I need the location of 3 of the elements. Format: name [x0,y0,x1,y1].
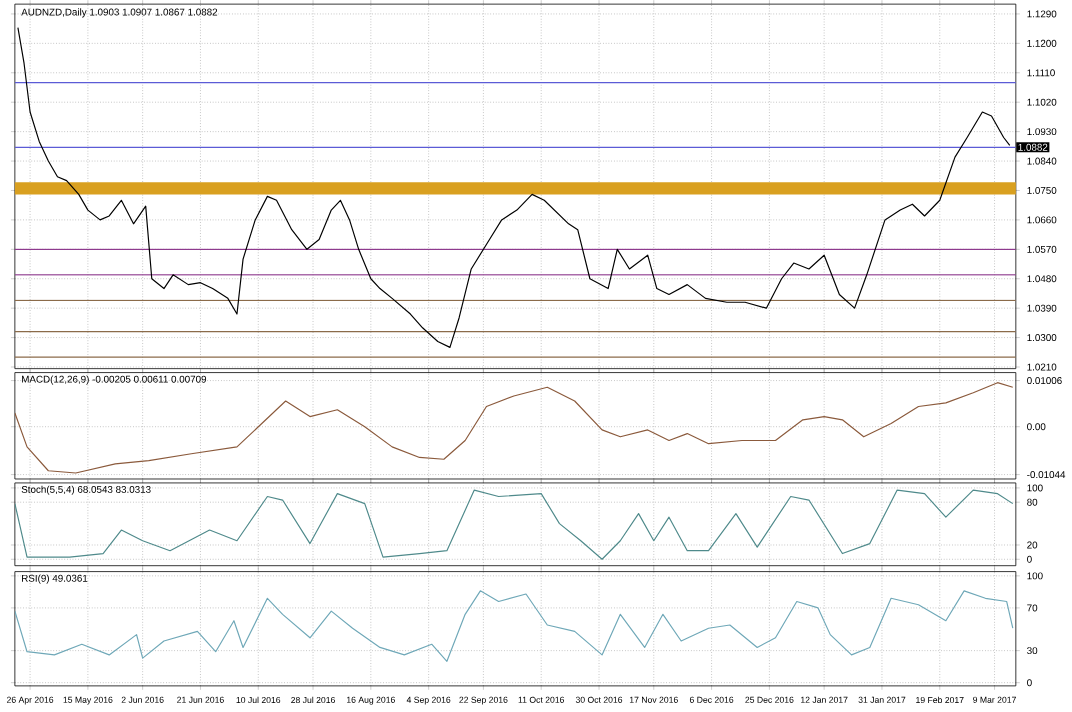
line-series [14,590,1014,663]
line-series [14,489,1014,561]
line-series [14,382,1014,475]
